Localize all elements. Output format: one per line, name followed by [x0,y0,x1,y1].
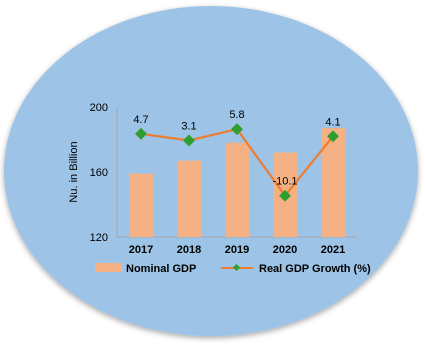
data-label-real-gdp-growth: 3.1 [181,120,196,132]
legend: Nominal GDP Real GDP Growth (%) [95,263,371,275]
x-tick-label: 2019 [225,244,249,256]
y-tick-label: 200 [90,102,108,114]
marker-real-gdp-growth-2018 [183,134,195,147]
data-label-real-gdp-growth: 4.1 [325,116,340,128]
legend-label-nominal-gdp: Nominal GDP [126,263,196,275]
marker-real-gdp-growth-2017 [135,127,147,140]
chart-background-ellipse [4,6,418,336]
marker-real-gdp-growth-2019 [231,123,243,136]
y-tick-label: 120 [90,232,108,244]
legend-marker-real-gdp-growth [232,263,241,272]
bar-nominal-gdp-2019 [225,142,249,237]
legend-swatch-nominal-gdp [95,263,122,272]
x-tick-label: 2021 [321,244,345,256]
data-label-real-gdp-growth: -10.1 [272,176,297,188]
x-tick-label: 2018 [177,244,201,256]
bar-nominal-gdp-2021 [321,128,345,237]
x-tick-label: 2017 [129,244,153,256]
legend-label-real-gdp-growth: Real GDP Growth (%) [259,263,371,275]
data-label-real-gdp-growth: 5.8 [229,109,244,121]
y-axis-label: Nu. in Billion [68,141,80,202]
bar-nominal-gdp-2018 [177,160,201,237]
bar-nominal-gdp-2017 [129,173,153,237]
data-label-real-gdp-growth: 4.7 [133,114,148,126]
x-tick-label: 2020 [273,244,297,256]
y-tick-label: 160 [90,167,108,179]
